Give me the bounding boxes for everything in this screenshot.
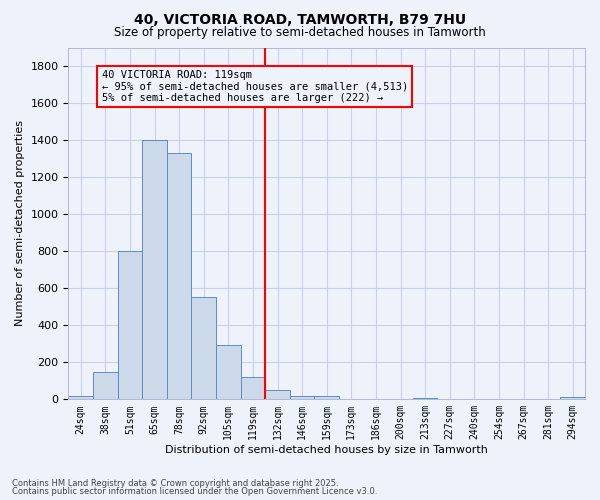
Bar — [167, 153, 191, 400]
Bar — [216, 344, 241, 400]
X-axis label: Distribution of semi-detached houses by size in Tamworth: Distribution of semi-detached houses by … — [165, 445, 488, 455]
Bar — [290, 396, 314, 400]
Bar — [68, 396, 93, 400]
Bar — [191, 298, 216, 400]
Text: Contains public sector information licensed under the Open Government Licence v3: Contains public sector information licen… — [12, 487, 377, 496]
Text: 40 VICTORIA ROAD: 119sqm
← 95% of semi-detached houses are smaller (4,513)
5% of: 40 VICTORIA ROAD: 119sqm ← 95% of semi-d… — [101, 70, 408, 103]
Text: Size of property relative to semi-detached houses in Tamworth: Size of property relative to semi-detach… — [114, 26, 486, 39]
Bar — [93, 372, 118, 400]
Bar — [142, 140, 167, 400]
Text: 40, VICTORIA ROAD, TAMWORTH, B79 7HU: 40, VICTORIA ROAD, TAMWORTH, B79 7HU — [134, 12, 466, 26]
Text: Contains HM Land Registry data © Crown copyright and database right 2025.: Contains HM Land Registry data © Crown c… — [12, 478, 338, 488]
Bar — [118, 251, 142, 400]
Bar — [241, 377, 265, 400]
Bar — [413, 398, 437, 400]
Y-axis label: Number of semi-detached properties: Number of semi-detached properties — [15, 120, 25, 326]
Bar — [314, 396, 339, 400]
Bar — [560, 398, 585, 400]
Bar — [265, 390, 290, 400]
